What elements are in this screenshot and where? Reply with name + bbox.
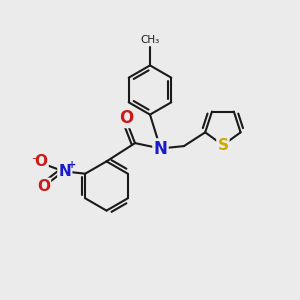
Text: S: S — [218, 138, 228, 153]
Text: N: N — [58, 164, 71, 179]
Text: +: + — [68, 160, 76, 170]
Text: O: O — [34, 154, 48, 169]
Text: ⁻: ⁻ — [31, 155, 38, 168]
Text: CH₃: CH₃ — [140, 35, 160, 45]
Text: O: O — [37, 179, 50, 194]
Text: O: O — [119, 109, 134, 127]
Text: N: N — [154, 140, 167, 158]
